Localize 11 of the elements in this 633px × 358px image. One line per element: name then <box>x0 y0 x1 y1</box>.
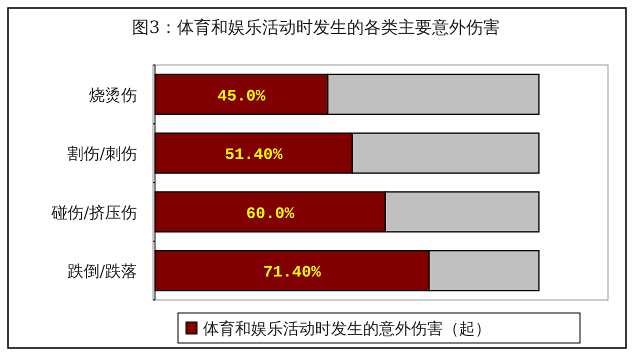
data-label: 51.40% <box>224 146 283 164</box>
y-tick-label: 割伤/刺伤 <box>68 144 137 164</box>
data-label: 45.0% <box>217 87 266 106</box>
legend: 体育和娱乐活动时发生的意外伤害（起） <box>178 312 580 344</box>
data-label: 60.0% <box>246 204 295 223</box>
y-tick-label: 碰伤/挤压伤 <box>50 202 137 222</box>
chart-title: 图3：体育和娱乐活动时发生的各类主要意外伤害 <box>132 18 500 38</box>
y-tick-label: 跌倒/跌落 <box>68 262 137 281</box>
legend-label: 体育和娱乐活动时发生的意外伤害（起） <box>203 319 491 338</box>
y-tick-label: 烧烫伤 <box>89 85 137 104</box>
data-label: 71.40% <box>263 264 322 282</box>
